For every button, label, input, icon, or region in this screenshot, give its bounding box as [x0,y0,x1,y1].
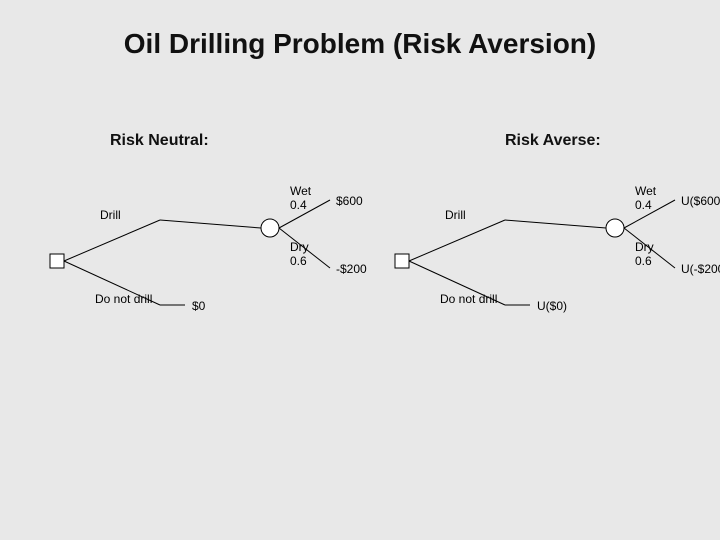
label-dry: Dry [290,240,309,254]
tree-svg-right [395,190,720,370]
label-wet-prob: 0.4 [290,198,307,212]
label-nodrill-outcome: U($0) [537,299,567,313]
subtitle-risk-averse: Risk Averse: [505,132,601,150]
label-dry-outcome: U(-$200) [681,262,720,276]
page-title: Oil Drilling Problem (Risk Aversion) [0,28,720,60]
subtitle-risk-neutral: Risk Neutral: [110,132,209,150]
decision-tree-risk-averse: Drill Wet 0.4 U($600) Dry 0.6 U(-$200) D… [395,190,720,370]
page: Oil Drilling Problem (Risk Aversion) Ris… [0,0,720,540]
label-do-not-drill: Do not drill [440,292,497,306]
label-dry-prob: 0.6 [635,254,652,268]
decision-tree-risk-neutral: Drill Wet 0.4 $600 Dry 0.6 -$200 Do not … [50,190,380,370]
label-dry-outcome: -$200 [336,262,367,276]
label-do-not-drill: Do not drill [95,292,152,306]
label-wet-prob: 0.4 [635,198,652,212]
label-wet: Wet [290,184,311,198]
label-wet-outcome: $600 [336,194,363,208]
label-drill: Drill [100,208,121,222]
label-dry-prob: 0.6 [290,254,307,268]
label-drill: Drill [445,208,466,222]
label-dry: Dry [635,240,654,254]
label-wet: Wet [635,184,656,198]
label-wet-outcome: U($600) [681,194,720,208]
label-nodrill-outcome: $0 [192,299,205,313]
